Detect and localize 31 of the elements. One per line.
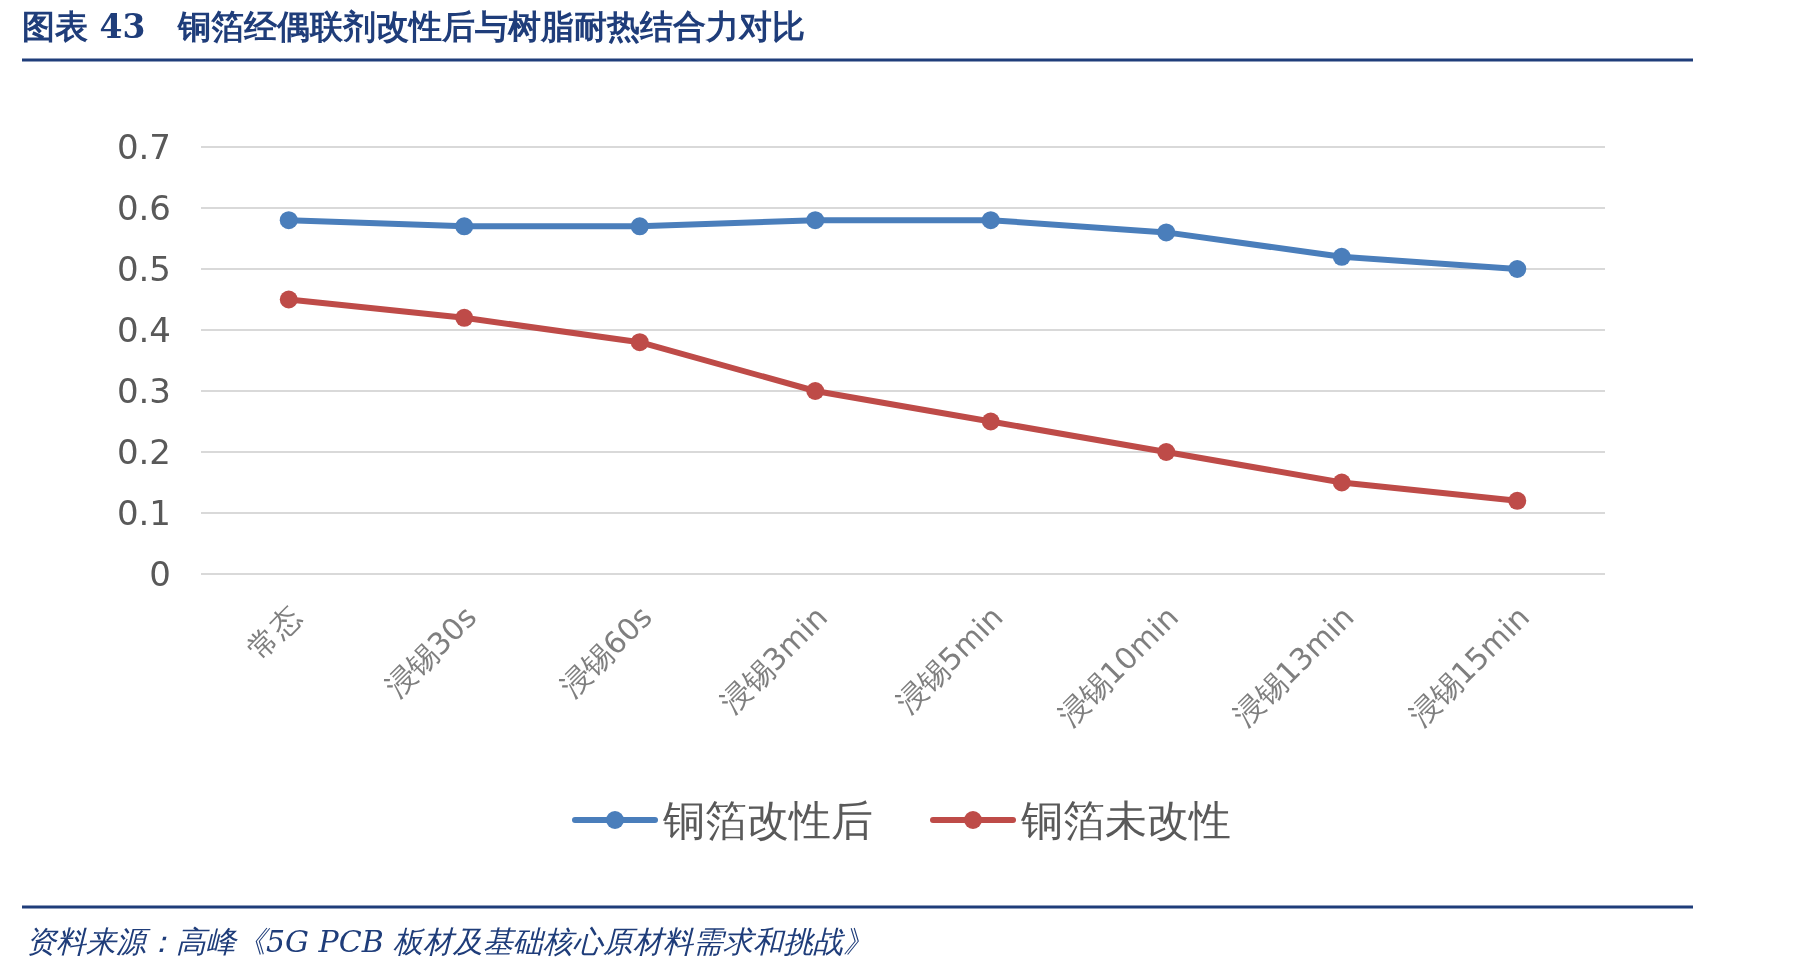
point <box>279 290 298 309</box>
y-tick-label: 0.2 <box>116 432 171 472</box>
x-tick-label: 浸锡30s <box>377 599 484 705</box>
point <box>1157 443 1176 461</box>
chart-title: 图表 43 铜箔经偶联剂改性后与树脂耐热结合力对比 <box>22 7 806 46</box>
point <box>981 211 1000 230</box>
x-tick-label: 常态 <box>240 599 308 667</box>
point <box>1332 473 1351 492</box>
point <box>630 217 649 236</box>
legend-label: 铜箔改性后 <box>662 796 873 845</box>
point <box>1157 223 1176 242</box>
point <box>1508 491 1527 510</box>
point <box>1332 247 1351 266</box>
point <box>455 308 474 327</box>
point <box>630 333 649 352</box>
y-tick-label: 0.7 <box>116 127 171 167</box>
point <box>1508 260 1527 278</box>
legend-label: 铜箔未改性 <box>1020 796 1231 845</box>
y-tick-label: 0.6 <box>116 188 171 228</box>
point <box>806 382 825 400</box>
point <box>455 217 474 236</box>
point <box>806 211 825 230</box>
x-tick-label: 浸锡60s <box>553 599 659 705</box>
y-tick-label: 0.4 <box>116 310 171 350</box>
y-tick-label: 0.5 <box>116 249 171 289</box>
point <box>981 412 1000 431</box>
y-tick-label: 0.3 <box>116 371 171 411</box>
text: 资料来源：高峰《5G PCB 板材及基础核心原材料需求和挑战》 <box>26 924 874 959</box>
y-tick-label: 0 <box>149 554 171 594</box>
y-tick-label: 0.1 <box>116 493 171 533</box>
point <box>279 211 298 230</box>
